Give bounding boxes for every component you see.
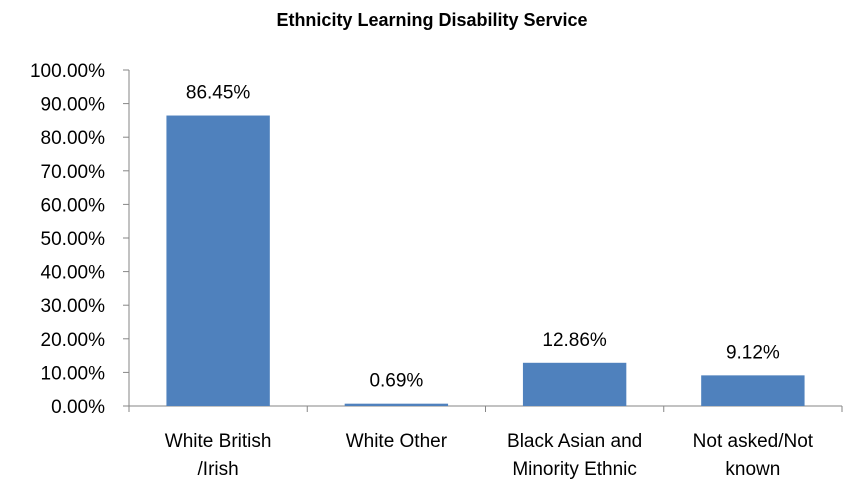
data-label: 12.86% <box>542 330 607 351</box>
y-tick-label: 60.00% <box>41 195 106 216</box>
bar <box>166 115 270 406</box>
category-label: Black Asian and <box>507 431 642 452</box>
chart-title: Ethnicity Learning Disability Service <box>276 10 587 30</box>
bar <box>344 403 449 406</box>
category-label: /Irish <box>198 459 239 480</box>
y-tick-label: 10.00% <box>41 363 106 384</box>
bar <box>522 362 627 406</box>
y-tick-label: 40.00% <box>41 263 106 284</box>
category-label: Not asked/Not <box>693 431 814 452</box>
y-tick-label: 90.00% <box>41 95 106 116</box>
category-label: known <box>725 459 780 480</box>
bars <box>166 115 805 406</box>
y-tick-label: 20.00% <box>41 330 106 351</box>
category-label: Minority Ethnic <box>512 459 637 480</box>
y-tick-label: 70.00% <box>41 162 106 183</box>
category-label: White Other <box>346 431 448 452</box>
category-label: White British <box>165 431 272 452</box>
data-label: 86.45% <box>186 83 251 104</box>
y-tick-label: 30.00% <box>41 296 106 317</box>
data-label: 9.12% <box>726 342 780 363</box>
category-labels: White British/Irish White Other Black Asia… <box>165 431 814 480</box>
y-tick-label: 50.00% <box>41 229 106 250</box>
data-label: 0.69% <box>369 371 423 392</box>
data-labels: 86.45% 0.69% 12.86% 9.12% <box>186 83 780 392</box>
y-tick-label: 0.00% <box>51 397 105 418</box>
y-tick-label: 80.00% <box>41 128 106 149</box>
bar <box>701 375 805 406</box>
y-tick-label: 100.00% <box>30 61 105 82</box>
y-axis: 0.00% 10.00% 20.00% 30.00% 40.00% 50.00% 60.00… <box>30 61 130 418</box>
x-axis <box>128 405 843 412</box>
